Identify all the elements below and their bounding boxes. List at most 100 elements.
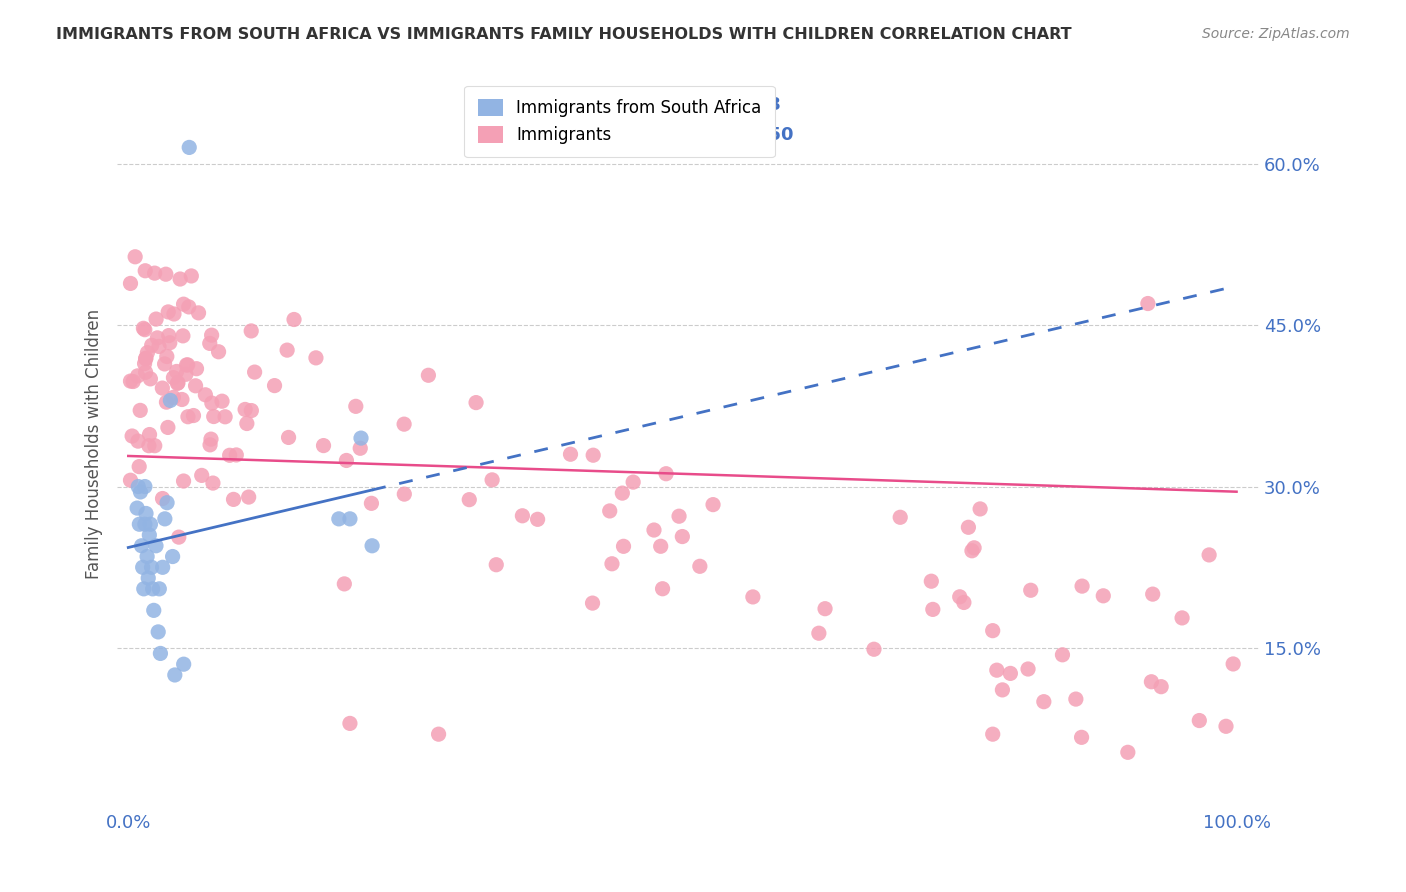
Point (138, 528, 160, 542)
Point (120, 374, 142, 388)
Point (349, 442, 371, 456)
Point (344, 400, 367, 414)
Point (1215, 719, 1237, 733)
Text: R =: R = (620, 126, 655, 144)
Point (156, 350, 179, 364)
Point (138, 427, 160, 442)
Point (131, 560, 153, 574)
Point (152, 491, 174, 506)
Point (141, 338, 163, 352)
Point (145, 539, 167, 553)
Point (149, 647, 172, 661)
Point (991, 682, 1014, 697)
Point (162, 370, 184, 384)
Point (921, 602, 943, 616)
Point (167, 530, 190, 544)
Text: 0.175: 0.175 (671, 96, 728, 114)
Point (1222, 657, 1244, 671)
Point (179, 140, 201, 154)
Point (600, 557, 623, 571)
Point (136, 571, 159, 585)
Point (969, 502, 991, 516)
Point (169, 272, 191, 286)
Point (127, 368, 149, 383)
Point (1171, 611, 1194, 625)
Point (122, 375, 145, 389)
Point (201, 396, 224, 410)
Point (1064, 692, 1087, 706)
Point (132, 321, 155, 335)
Legend: Immigrants from South Africa, Immigrants: Immigrants from South Africa, Immigrants (464, 86, 775, 157)
Point (211, 394, 233, 409)
Point (173, 657, 195, 672)
Point (156, 420, 179, 434)
Point (183, 409, 205, 423)
Point (1070, 731, 1092, 745)
Point (120, 473, 142, 487)
Point (174, 368, 197, 382)
Point (200, 432, 222, 446)
Point (136, 549, 159, 564)
Point (136, 345, 159, 359)
Point (129, 403, 152, 417)
Point (668, 509, 690, 524)
Point (339, 716, 361, 731)
Point (361, 539, 384, 553)
Point (134, 323, 156, 337)
Point (243, 365, 266, 379)
Point (177, 358, 200, 372)
Point (173, 474, 195, 488)
Point (134, 479, 156, 493)
Point (863, 642, 886, 657)
Point (1019, 583, 1042, 598)
Point (166, 364, 188, 378)
Point (198, 438, 221, 452)
Point (150, 381, 173, 395)
Point (1000, 666, 1022, 681)
Text: R =: R = (620, 96, 655, 114)
Point (953, 595, 976, 609)
Point (582, 448, 605, 462)
Point (153, 357, 176, 371)
Point (276, 343, 298, 358)
Point (233, 402, 256, 417)
Point (485, 558, 508, 572)
Point (218, 448, 240, 462)
Point (339, 512, 361, 526)
Point (651, 582, 673, 596)
Point (201, 476, 224, 491)
Point (240, 403, 263, 417)
Point (135, 351, 157, 366)
Point (124, 250, 146, 264)
Point (155, 395, 177, 409)
Point (949, 590, 972, 604)
Point (135, 365, 157, 379)
Point (328, 512, 350, 526)
Point (127, 479, 149, 493)
Point (599, 504, 621, 518)
Point (177, 409, 200, 424)
Point (621, 475, 644, 489)
Point (1188, 714, 1211, 728)
Point (162, 390, 184, 404)
Point (986, 663, 1008, 677)
Point (1052, 648, 1074, 662)
Text: IMMIGRANTS FROM SOUTH AFRICA VS IMMIGRANTS FAMILY HOUSEHOLDS WITH CHILDREN CORRE: IMMIGRANTS FROM SOUTH AFRICA VS IMMIGRAN… (56, 27, 1071, 42)
Point (157, 305, 180, 319)
Point (512, 508, 534, 523)
Point (143, 439, 166, 453)
Point (814, 601, 837, 615)
Point (1071, 579, 1094, 593)
Text: 33: 33 (756, 96, 782, 114)
Point (121, 429, 143, 443)
Point (134, 517, 156, 532)
Point (132, 582, 155, 596)
Point (671, 530, 693, 544)
Point (190, 468, 212, 483)
Point (655, 467, 678, 481)
Text: Source: ZipAtlas.com: Source: ZipAtlas.com (1202, 27, 1350, 41)
Point (127, 501, 149, 516)
Y-axis label: Family Households with Children: Family Households with Children (86, 309, 103, 579)
Point (166, 376, 188, 391)
Point (960, 543, 983, 558)
